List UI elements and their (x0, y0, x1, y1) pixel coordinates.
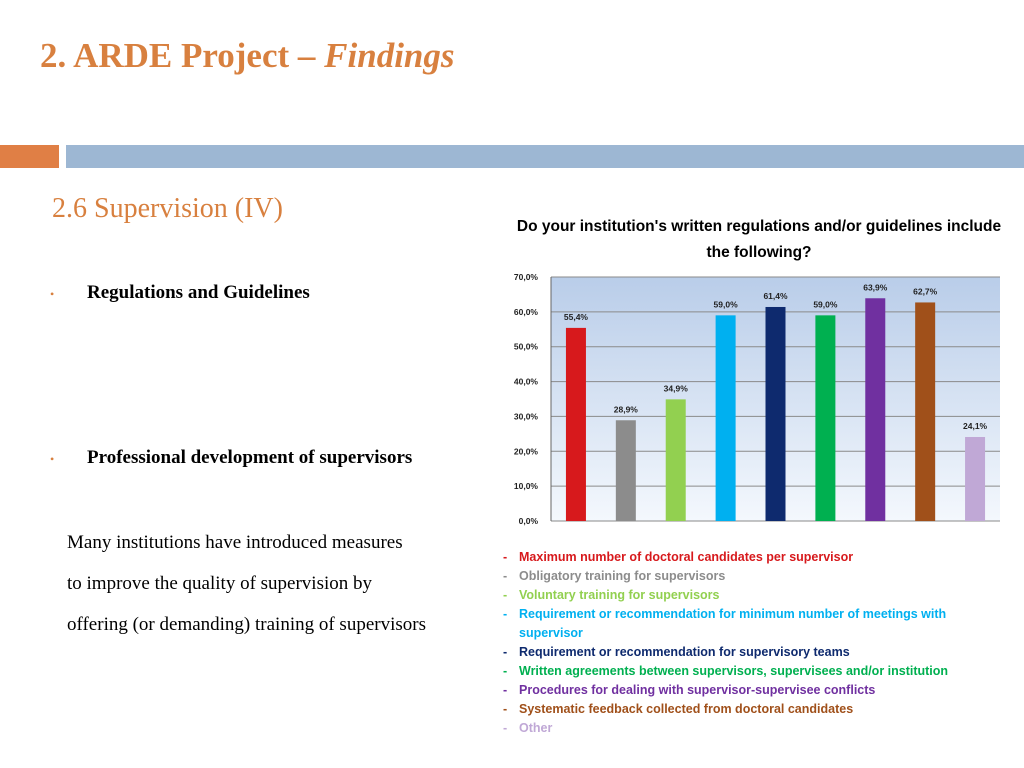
legend-item: - Systematic feedback collected from doct… (503, 700, 948, 719)
legend-label-line: supervisor (519, 626, 583, 640)
bar (765, 306, 786, 521)
bar (915, 302, 936, 521)
chart-title: Do your institution's written regulation… (497, 214, 1021, 266)
title-italic: Findings (324, 36, 455, 75)
chart-title-line-2: the following? (706, 244, 812, 261)
data-label: 62,7% (913, 286, 938, 296)
legend-label: Voluntary training for supervisors (519, 586, 720, 605)
chart-title-line-1: Do your institution's written regulation… (516, 218, 1002, 235)
legend-label: Obligatory training for supervisors (519, 567, 725, 586)
bar (565, 327, 586, 521)
legend-marker: - (503, 569, 508, 583)
data-label: 28,9% (614, 404, 639, 414)
body-line-1: Many institutions have introduced measur… (67, 532, 403, 553)
bar (665, 399, 686, 521)
y-tick-label: 10,0% (514, 481, 539, 491)
data-label: 59,0% (813, 299, 838, 309)
legend-label: Systematic feedback collected from docto… (519, 700, 853, 719)
legend-label: Maximum number of doctoral candidates pe… (519, 548, 853, 567)
legend-marker: - (503, 721, 508, 735)
legend-label-line: Systematic feedback collected from docto… (519, 702, 854, 716)
legend-label: Requirement or recommendation for minimu… (519, 605, 946, 643)
section-subtitle: 2.6 Supervision (IV) (52, 193, 283, 224)
bar (715, 315, 736, 521)
legend-item: - Requirement or recommendation for minim… (503, 605, 948, 643)
y-tick-label: 40,0% (514, 377, 539, 387)
data-label: 61,4% (763, 291, 788, 301)
bar (615, 420, 636, 521)
legend-marker: - (503, 683, 508, 697)
legend-item: - Written agreements between supervisors,… (503, 662, 948, 681)
data-label: 34,9% (664, 383, 689, 393)
legend-item: - Procedures for dealing with supervisor-… (503, 681, 948, 700)
header-accent-bar (0, 145, 59, 168)
bar-chart: 0,0% 10,0% 20,0% 30,0% 40,0% 50,0% 60,0% 70,0% 5… (514, 272, 1000, 526)
legend-label: Other (519, 719, 552, 738)
data-label: 63,9% (863, 282, 888, 292)
legend-item: - Obligatory training for supervisors (503, 567, 948, 586)
body-line-3: offering (or demanding) training of supe… (67, 614, 426, 635)
y-tick-label: 20,0% (514, 446, 539, 456)
y-tick-label: 50,0% (514, 342, 539, 352)
legend-marker: - (503, 645, 508, 659)
legend-label-line: Voluntary training for supervisors (519, 588, 720, 602)
header-divider-bar (66, 145, 1024, 168)
legend-marker: - (503, 702, 508, 716)
legend-item: - Requirement or recommendation for super… (503, 643, 948, 662)
bullet-marker-1: • (50, 287, 55, 301)
legend-item: - Other (503, 719, 948, 738)
slide-title: 2. ARDE Project – Findings (40, 36, 455, 76)
y-tick-label: 70,0% (514, 272, 539, 282)
y-tick-label: 60,0% (514, 307, 539, 317)
y-tick-label: 0,0% (519, 516, 539, 526)
data-label: 59,0% (714, 299, 739, 309)
bar (965, 436, 986, 521)
legend-label: Requirement or recommendation for superv… (519, 643, 850, 662)
body-line-2: to improve the quality of supervision by (67, 573, 373, 594)
bar (815, 315, 836, 521)
bullet-marker-2: • (50, 452, 55, 466)
legend-label: Procedures for dealing with supervisor-s… (519, 681, 875, 700)
legend-marker: - (503, 664, 508, 678)
legend-item: - Voluntary training for supervisors (503, 586, 948, 605)
legend-marker: - (503, 550, 508, 564)
legend-marker: - (503, 588, 508, 602)
data-label: 24,1% (963, 421, 988, 431)
legend-item: - Maximum number of doctoral candidates p… (503, 548, 948, 567)
y-tick-label: 30,0% (514, 411, 539, 421)
legend-label-line: Written agreements between supervisors, … (519, 664, 949, 678)
data-label: 55,4% (564, 312, 589, 322)
legend-label-line: Requirement or recommendation for superv… (519, 645, 850, 659)
legend-label-line: Obligatory training for supervisors (519, 569, 726, 583)
chart-legend: - Maximum number of doctoral candidates p… (503, 548, 948, 738)
legend-label-line: Procedures for dealing with supervisor-s… (519, 683, 876, 697)
title-prefix: 2. ARDE Project – (40, 36, 325, 75)
legend-marker: - (503, 607, 508, 621)
legend-label: Written agreements between supervisors, … (519, 662, 948, 681)
legend-label-line: Other (519, 721, 553, 735)
legend-label-line: Requirement or recommendation for minimu… (519, 607, 947, 621)
legend-label-line: Maximum number of doctoral candidates pe… (519, 550, 854, 564)
bullet-regulations: Regulations and Guidelines (87, 282, 310, 303)
body-paragraph: Many institutions have introduced measur… (67, 522, 497, 645)
bar (865, 298, 886, 521)
bullet-professional-development: Professional development of supervisors (87, 447, 413, 468)
